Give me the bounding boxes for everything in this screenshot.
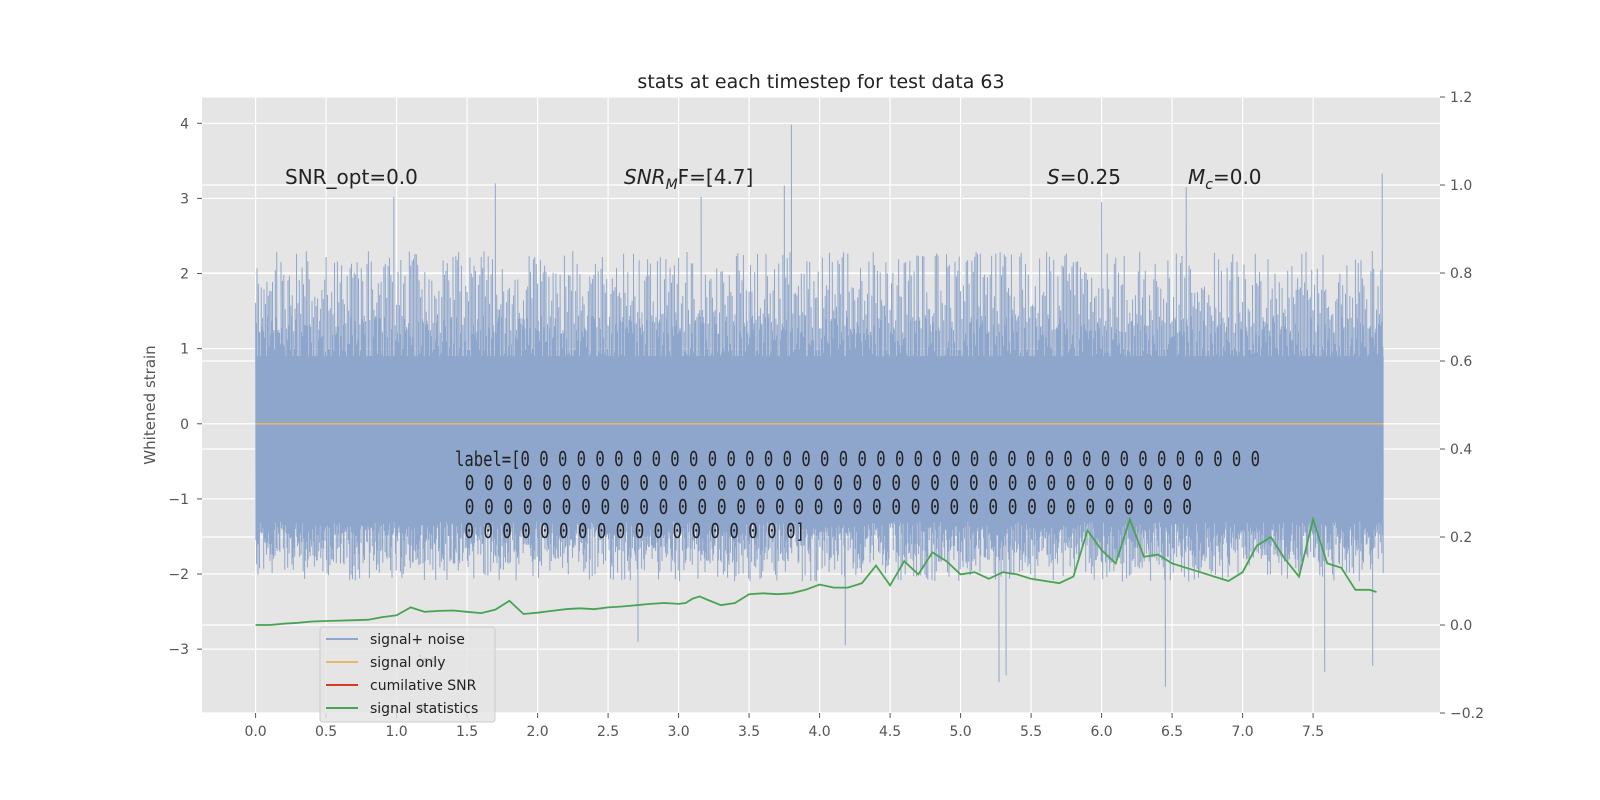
signal-statistics-line bbox=[255, 516, 1377, 626]
signal-plus-noise-series bbox=[255, 124, 1384, 687]
x-tick-label: 0.5 bbox=[315, 724, 337, 740]
s-rest: =0.25 bbox=[1060, 165, 1121, 189]
mc-rest: =0.0 bbox=[1213, 165, 1262, 189]
legend-entry-signal-only: signal only bbox=[326, 655, 445, 671]
label-annotation: label=[0 0 0 0 0 0 0 0 0 0 0 0 0 0 0 0 0… bbox=[455, 447, 1260, 543]
legend-label-signal-only: signal only bbox=[370, 655, 445, 671]
legend-label-cumulative-snr: cumilative SNR bbox=[370, 678, 477, 694]
y-right-tick-label: 1.0 bbox=[1450, 178, 1472, 194]
x-tick-label: 6.0 bbox=[1090, 724, 1112, 740]
label-line-1: label=[0 0 0 0 0 0 0 0 0 0 0 0 0 0 0 0 0… bbox=[455, 447, 1260, 471]
legend-label-signal-noise: signal+ noise bbox=[370, 632, 465, 648]
y-tick-label: 0 bbox=[180, 417, 189, 433]
mc-main: M bbox=[1188, 165, 1205, 189]
snr-mf-annotation: SNRMF=[4.7] bbox=[624, 165, 753, 193]
x-tick-label: 3.0 bbox=[667, 724, 689, 740]
s-main: S bbox=[1047, 165, 1060, 189]
x-tick-label: 1.5 bbox=[456, 724, 478, 740]
legend-entry-signal-statistics: signal statistics bbox=[326, 701, 478, 717]
x-tick-label: 4.5 bbox=[879, 724, 901, 740]
legend-box bbox=[319, 626, 496, 723]
y-tick-label: −3 bbox=[168, 642, 189, 658]
legend-entry-cumulative-snr: cumilative SNR bbox=[326, 678, 477, 694]
y-right-tick-label: 0.0 bbox=[1450, 618, 1472, 634]
snr-mf-rest: F=[4.7] bbox=[678, 165, 754, 189]
y-tick-label: 3 bbox=[180, 191, 189, 207]
label-line-3: 0 0 0 0 0 0 0 0 0 0 0 0 0 0 0 0 0 0 0 0 … bbox=[455, 495, 1192, 519]
x-tick-label: 7.0 bbox=[1231, 724, 1253, 740]
legend-ghost-label-2: s bbox=[418, 700, 425, 716]
x-tick-label: 5.5 bbox=[1020, 724, 1042, 740]
x-tick-label: 2.5 bbox=[597, 724, 619, 740]
x-tick-label: 2.0 bbox=[526, 724, 548, 740]
x-tick-label: 7.5 bbox=[1302, 724, 1324, 740]
legend: ise s signal+ noise signal only cumilati… bbox=[319, 626, 496, 723]
y-tick-label: 2 bbox=[180, 267, 189, 283]
x-tick-label: 3.5 bbox=[738, 724, 760, 740]
s-annotation: S=0.25 bbox=[1047, 165, 1121, 189]
y-right-tick-label: 0.8 bbox=[1450, 266, 1472, 282]
y-right-tick-label: 1.2 bbox=[1450, 90, 1472, 106]
x-tick-label: 4.0 bbox=[808, 724, 830, 740]
y-axis-label: Whitened strain bbox=[141, 345, 159, 464]
x-tick-label: 1.0 bbox=[385, 724, 407, 740]
chart-title: stats at each timestep for test data 63 bbox=[637, 71, 1004, 93]
y-right-tick-label: 0.6 bbox=[1450, 354, 1472, 370]
signal-statistics-series bbox=[255, 516, 1377, 626]
snr-mf-main: SNR bbox=[624, 165, 666, 189]
y-right-tick-label: 0.2 bbox=[1450, 530, 1472, 546]
x-tick-label: 6.5 bbox=[1161, 724, 1183, 740]
axes: 0.0 0.5 1.0 1.5 2.0 2.5 3.0 3.5 4.0 4.5 5.0 5.5 6.0 6… bbox=[168, 90, 1484, 740]
mc-annotation: Mc=0.0 bbox=[1188, 165, 1262, 193]
snr-opt-annotation: SNR_opt=0.0 bbox=[285, 165, 418, 189]
y-tick-label: 1 bbox=[180, 342, 189, 358]
x-tick-label: 5.0 bbox=[949, 724, 971, 740]
y-right-tick-label: −0.2 bbox=[1450, 706, 1484, 722]
mc-subscript: c bbox=[1205, 177, 1213, 193]
y-tick-label: −1 bbox=[168, 492, 189, 508]
y-tick-label: −2 bbox=[168, 567, 189, 583]
y-tick-label: 4 bbox=[180, 116, 189, 132]
legend-label-signal-statistics: signal statistics bbox=[370, 701, 478, 717]
y-right-tick-label: 0.4 bbox=[1450, 442, 1472, 458]
label-line-4: 0 0 0 0 0 0 0 0 0 0 0 0 0 0 0 0 0 0] bbox=[455, 519, 805, 543]
label-line-2: 0 0 0 0 0 0 0 0 0 0 0 0 0 0 0 0 0 0 0 0 … bbox=[455, 471, 1192, 495]
legend-entry-signal-noise: signal+ noise bbox=[326, 632, 465, 648]
snr-mf-subscript: M bbox=[666, 177, 678, 193]
legend-ghost-label-1: ise bbox=[418, 654, 438, 670]
x-tick-label: 0.0 bbox=[244, 724, 266, 740]
